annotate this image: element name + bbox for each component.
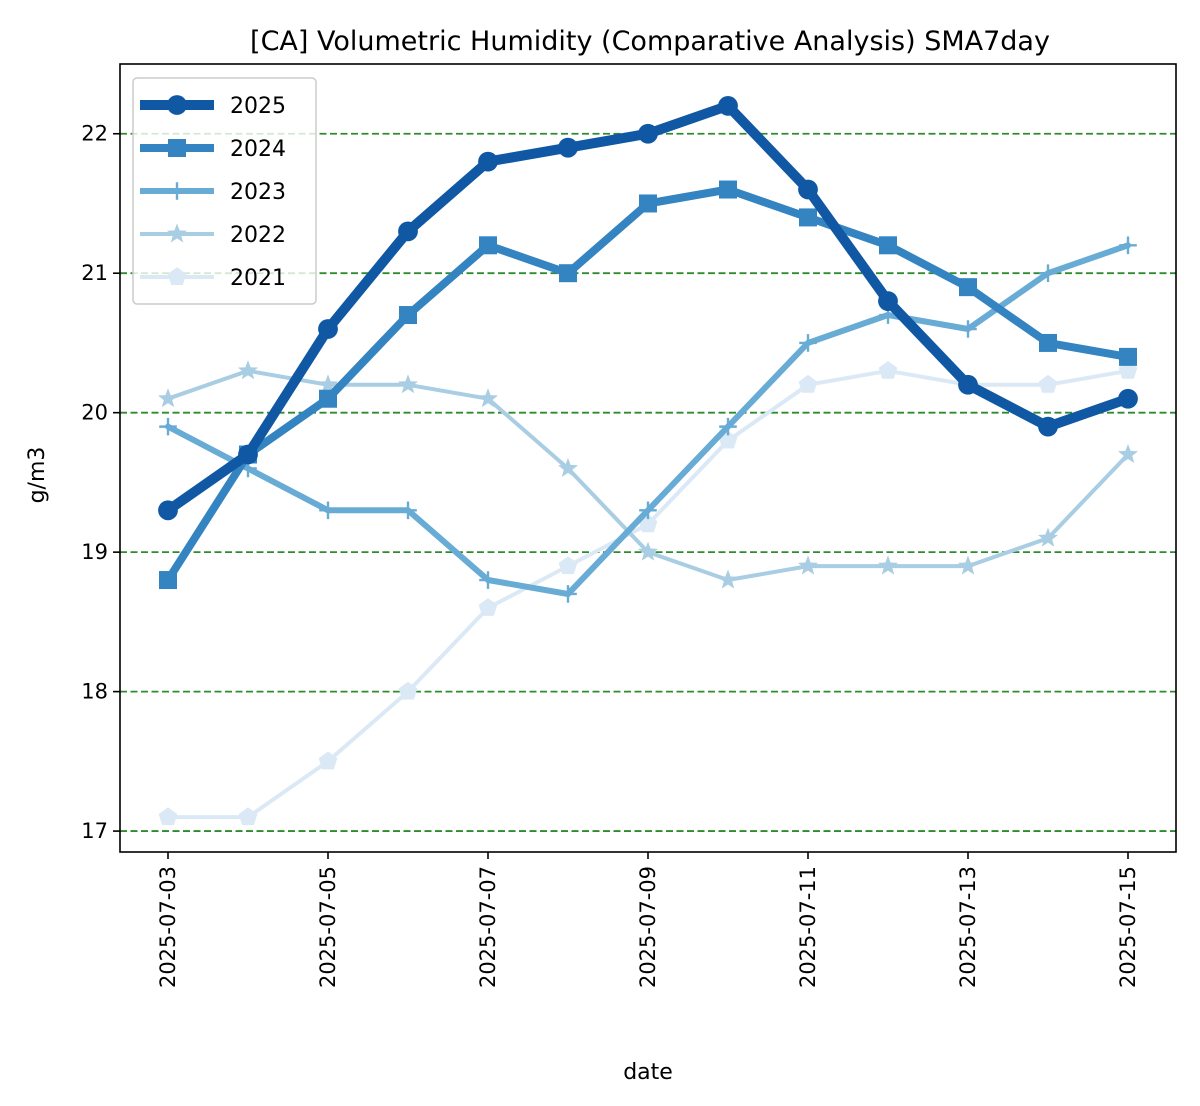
legend-box — [132, 77, 317, 305]
square-marker — [168, 139, 186, 157]
x-tick-label: 2025-07-15 — [1116, 866, 1140, 988]
y-tick-label: 17 — [81, 819, 108, 843]
square-marker — [1039, 333, 1057, 352]
x-tick-label: 2025-07-11 — [796, 866, 820, 988]
legend-label: 2024 — [230, 137, 286, 162]
star-marker — [557, 457, 579, 477]
legend: 2025 2024 2023 2022 2021 — [132, 77, 317, 305]
star-marker — [877, 555, 899, 575]
plus-marker — [1039, 264, 1057, 283]
plus-marker — [1119, 236, 1137, 255]
y-axis-label: g/m3 — [25, 447, 50, 504]
circle-marker — [318, 319, 338, 339]
y-tick-label: 22 — [81, 122, 108, 146]
pentagon-marker — [318, 751, 338, 770]
legend-label: 2023 — [230, 180, 286, 205]
legend-label: 2021 — [230, 266, 286, 291]
square-marker — [719, 180, 737, 199]
circle-marker — [478, 151, 498, 172]
pentagon-marker — [478, 598, 498, 616]
square-marker — [879, 236, 897, 255]
circle-marker — [878, 291, 898, 311]
circle-marker — [718, 95, 738, 116]
legend-label: 2022 — [230, 223, 286, 248]
plus-marker — [639, 501, 657, 520]
x-tick-label: 2025-07-09 — [636, 866, 660, 988]
star-marker — [717, 569, 739, 589]
legend-item-2022: 2022 — [140, 223, 286, 248]
pentagon-marker — [878, 360, 898, 379]
pentagon-marker — [158, 807, 178, 826]
pentagon-marker — [558, 556, 578, 575]
y-tick-label: 18 — [81, 680, 108, 704]
square-marker — [399, 306, 417, 325]
star-marker — [797, 555, 819, 575]
square-marker — [799, 208, 817, 227]
star-marker — [957, 555, 979, 575]
circle-marker — [558, 137, 578, 158]
y-tick-label: 19 — [81, 540, 108, 564]
circle-marker — [167, 95, 187, 115]
series-2024 — [159, 180, 1137, 590]
series-2023 — [159, 236, 1137, 603]
pentagon-marker — [238, 807, 258, 826]
star-marker — [1037, 527, 1059, 547]
legend-label: 2025 — [230, 94, 286, 119]
star-marker — [477, 388, 499, 408]
pentagon-marker — [398, 681, 418, 700]
circle-marker — [398, 221, 418, 242]
plus-marker — [559, 585, 577, 603]
pentagon-marker — [1038, 374, 1058, 393]
square-marker — [479, 236, 497, 255]
star-marker — [397, 374, 419, 394]
plus-marker — [719, 417, 737, 436]
series-layer — [157, 95, 1139, 826]
square-marker — [559, 264, 577, 283]
series-2025 — [158, 95, 1138, 521]
star-marker — [237, 360, 259, 380]
star-marker — [637, 541, 659, 561]
star-marker — [157, 388, 179, 408]
square-marker — [639, 194, 657, 213]
plus-marker — [479, 571, 497, 589]
y-tick-label: 21 — [81, 261, 108, 285]
square-marker — [959, 278, 977, 297]
square-marker — [159, 571, 177, 590]
plus-marker — [799, 334, 817, 352]
circle-marker — [798, 179, 818, 200]
pentagon-marker — [167, 267, 187, 285]
x-axis-label: date — [623, 1060, 673, 1085]
legend-item-2021: 2021 — [140, 266, 286, 291]
x-tick-label: 2025-07-07 — [476, 866, 500, 988]
x-tick-label: 2025-07-05 — [316, 866, 340, 988]
legend-item-2024: 2024 — [140, 137, 286, 162]
circle-marker — [638, 123, 658, 144]
plus-marker — [399, 501, 417, 520]
pentagon-marker — [798, 374, 818, 393]
plus-marker — [168, 182, 186, 200]
circle-marker — [238, 444, 258, 465]
x-tick-label: 2025-07-13 — [956, 866, 980, 988]
plus-marker — [319, 501, 337, 520]
star-marker — [1117, 443, 1139, 464]
square-marker — [319, 389, 337, 408]
series-2022 — [157, 360, 1139, 589]
circle-marker — [1118, 388, 1138, 409]
y-tick-label: 20 — [81, 401, 108, 425]
legend-item-2023: 2023 — [140, 180, 286, 205]
square-marker — [1119, 347, 1137, 366]
legend-item-2025: 2025 — [140, 94, 286, 119]
star-marker — [317, 374, 339, 394]
plus-marker — [959, 320, 977, 338]
x-tick-label: 2025-07-03 — [156, 866, 180, 988]
circle-marker — [958, 374, 978, 395]
chart-title: [CA] Volumetric Humidity (Comparative An… — [250, 26, 1050, 57]
circle-marker — [1038, 416, 1058, 437]
star-marker — [166, 223, 188, 243]
plus-marker — [159, 417, 177, 436]
circle-marker — [158, 500, 178, 521]
